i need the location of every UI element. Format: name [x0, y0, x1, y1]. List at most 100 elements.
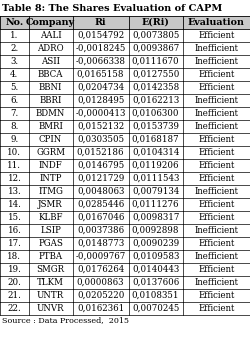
Text: 7.: 7.: [10, 109, 18, 118]
Text: 0,0204734: 0,0204734: [77, 83, 124, 92]
Text: Efficient: Efficient: [198, 135, 234, 144]
Text: 12.: 12.: [8, 174, 21, 183]
Text: Efficient: Efficient: [198, 200, 234, 209]
Text: BBRI: BBRI: [40, 96, 62, 105]
Text: 0,0090239: 0,0090239: [132, 239, 179, 248]
Text: SMGR: SMGR: [36, 265, 65, 274]
Text: 0,0167046: 0,0167046: [77, 213, 124, 222]
Text: Efficient: Efficient: [198, 31, 234, 40]
Text: 6.: 6.: [10, 96, 18, 105]
Text: PTBA: PTBA: [38, 252, 63, 261]
Text: Source : Data Processed,  2015: Source : Data Processed, 2015: [2, 316, 130, 324]
Text: 0,0152132: 0,0152132: [77, 122, 124, 131]
Bar: [0, 55, 250, 68]
Text: JSMR: JSMR: [38, 200, 63, 209]
Text: 0,0137606: 0,0137606: [132, 278, 179, 287]
Text: Inefficient: Inefficient: [194, 57, 238, 66]
Text: BBNI: BBNI: [39, 83, 62, 92]
Text: 13.: 13.: [8, 187, 21, 196]
Text: Inefficient: Inefficient: [194, 187, 238, 196]
Bar: [0, 302, 250, 315]
Text: Inefficient: Inefficient: [194, 122, 238, 131]
Text: 0,0000863: 0,0000863: [77, 278, 124, 287]
Text: 0,0070245: 0,0070245: [132, 304, 179, 313]
Text: 0,0154792: 0,0154792: [77, 31, 124, 40]
Text: BMRI: BMRI: [38, 122, 63, 131]
Text: 0,0111670: 0,0111670: [132, 57, 180, 66]
Bar: [0, 211, 250, 224]
Text: 3.: 3.: [10, 57, 18, 66]
Text: BBCA: BBCA: [38, 70, 64, 79]
Text: 0,0048063: 0,0048063: [77, 187, 124, 196]
Text: Efficient: Efficient: [198, 174, 234, 183]
Text: 16.: 16.: [8, 226, 21, 235]
Text: 11.: 11.: [8, 161, 22, 170]
Text: 0,0079134: 0,0079134: [132, 187, 179, 196]
Text: 0,0093867: 0,0093867: [132, 44, 179, 53]
Text: Inefficient: Inefficient: [194, 278, 238, 287]
Text: Inefficient: Inefficient: [194, 96, 238, 105]
Text: UNVR: UNVR: [37, 304, 64, 313]
Text: Efficient: Efficient: [198, 83, 234, 92]
Text: Efficient: Efficient: [198, 148, 234, 157]
Text: 14.: 14.: [8, 200, 21, 209]
Text: INDF: INDF: [39, 161, 62, 170]
Text: 0,0111276: 0,0111276: [132, 200, 180, 209]
Text: 0,0119206: 0,0119206: [132, 161, 180, 170]
Text: ADRO: ADRO: [37, 44, 64, 53]
Bar: [0, 250, 250, 263]
Text: 4.: 4.: [10, 70, 18, 79]
Bar: [0, 276, 250, 289]
Text: 0,0108351: 0,0108351: [132, 291, 180, 300]
Text: 0,0104314: 0,0104314: [132, 148, 179, 157]
Text: 0,0168187: 0,0168187: [132, 135, 180, 144]
Bar: [0, 94, 250, 107]
Text: No.: No.: [5, 18, 24, 27]
Text: Inefficient: Inefficient: [194, 226, 238, 235]
Text: 0,0162361: 0,0162361: [77, 304, 124, 313]
Text: -0,0009767: -0,0009767: [76, 252, 126, 261]
Text: Evaluation: Evaluation: [188, 18, 245, 27]
Text: AALI: AALI: [40, 31, 62, 40]
Text: Efficient: Efficient: [198, 161, 234, 170]
Text: 18.: 18.: [8, 252, 22, 261]
Bar: [0, 185, 250, 198]
Bar: [0, 120, 250, 133]
Bar: [0, 146, 250, 159]
Text: 0,0148773: 0,0148773: [77, 239, 124, 248]
Text: 0,0205220: 0,0205220: [77, 291, 124, 300]
Text: Efficient: Efficient: [198, 265, 234, 274]
Text: 0,0106300: 0,0106300: [132, 109, 180, 118]
Bar: [0, 198, 250, 211]
Text: 0,0098317: 0,0098317: [132, 213, 179, 222]
Text: -0,0066338: -0,0066338: [76, 57, 126, 66]
Text: 0,0037386: 0,0037386: [77, 226, 124, 235]
Text: PGAS: PGAS: [38, 239, 63, 248]
Bar: [0, 107, 250, 120]
Text: ASII: ASII: [41, 57, 60, 66]
Text: Table 8: The Shares Evaluation of CAPM: Table 8: The Shares Evaluation of CAPM: [2, 5, 223, 13]
Text: TLKM: TLKM: [37, 278, 64, 287]
Text: 15.: 15.: [8, 213, 21, 222]
Bar: [0, 224, 250, 237]
Text: Inefficient: Inefficient: [194, 44, 238, 53]
Text: 8.: 8.: [10, 122, 18, 131]
Bar: [0, 42, 250, 55]
Text: 0,0146795: 0,0146795: [77, 161, 124, 170]
Bar: [0, 133, 250, 146]
Text: Efficient: Efficient: [198, 213, 234, 222]
Text: 0,0152186: 0,0152186: [77, 148, 124, 157]
Text: LSIP: LSIP: [40, 226, 61, 235]
Text: 5.: 5.: [10, 83, 18, 92]
Text: 0,0121729: 0,0121729: [77, 174, 124, 183]
Text: 10.: 10.: [8, 148, 22, 157]
Text: 0,0162213: 0,0162213: [132, 96, 179, 105]
Text: 0,0111543: 0,0111543: [132, 174, 179, 183]
Text: 1.: 1.: [10, 31, 18, 40]
Bar: [0, 16, 250, 29]
Text: E(Ri): E(Ri): [142, 18, 170, 27]
Text: 0,0285446: 0,0285446: [77, 200, 124, 209]
Text: 20.: 20.: [8, 278, 21, 287]
Text: -0,0018245: -0,0018245: [76, 44, 126, 53]
Text: 0,0176264: 0,0176264: [77, 265, 124, 274]
